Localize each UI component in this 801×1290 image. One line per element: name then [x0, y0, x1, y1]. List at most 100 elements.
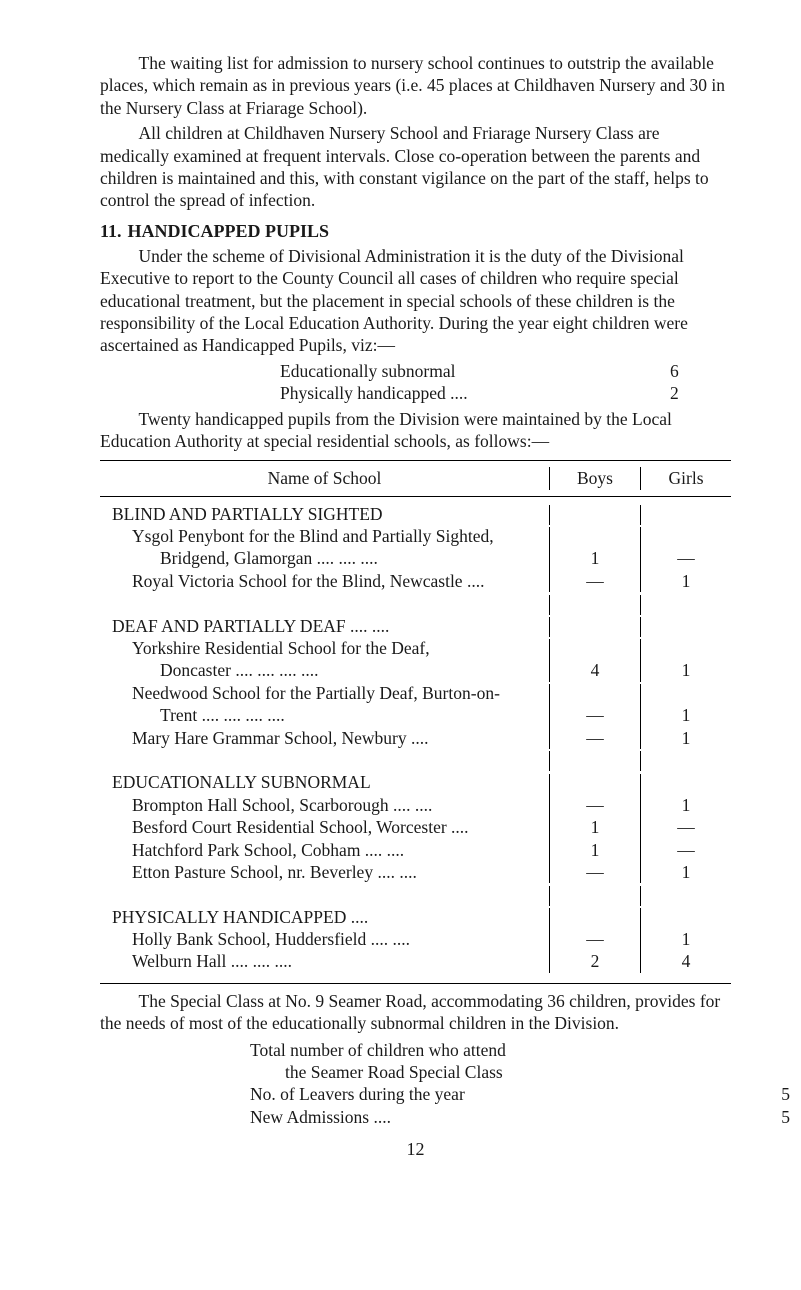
group-gap	[100, 749, 731, 771]
table-row: Ysgol Penybont for the Blind and Partial…	[100, 525, 731, 547]
viz-row: Educationally subnormal 6	[100, 360, 731, 382]
table-row: Hatchford Park School, Cobham .... ....1…	[100, 839, 731, 861]
cell-girls: 1	[640, 659, 731, 681]
cell-girls	[640, 617, 731, 637]
gap-cell	[100, 592, 549, 614]
stat-row: No. of Leavers during the year 5	[100, 1083, 731, 1105]
table-row: Trent .... .... .... ....—1	[100, 704, 731, 726]
viz-list: Educationally subnormal 6 Physically han…	[100, 360, 731, 405]
viz-label: Educationally subnormal	[100, 360, 670, 382]
school-name: Needwood School for the Partially Deaf, …	[100, 682, 549, 704]
stat-value: 5	[730, 1083, 790, 1105]
table-group-title-row: PHYSICALLY HANDICAPPED ....	[100, 906, 731, 928]
table-row: Welburn Hall .... .... ....24	[100, 950, 731, 972]
cell-girls: 4	[640, 950, 731, 972]
table-group-title: DEAF AND PARTIALLY DEAF .... ....	[100, 615, 549, 637]
paragraph: The Special Class at No. 9 Seamer Road, …	[100, 990, 731, 1035]
school-name: Trent .... .... .... ....	[100, 704, 549, 726]
heading-number: 11.	[100, 221, 122, 241]
cell-girls	[640, 639, 731, 659]
table-group-title-row: EDUCATIONALLY SUBNORMAL	[100, 771, 731, 793]
cell-boys: 1	[549, 816, 640, 838]
cell-girls	[640, 595, 731, 615]
heading-title: HANDICAPPED PUPILS	[128, 221, 330, 241]
group-gap	[100, 592, 731, 614]
table-group-title: PHYSICALLY HANDICAPPED ....	[100, 906, 549, 928]
table-row: Doncaster .... .... .... ....41	[100, 659, 731, 681]
cell-boys	[549, 527, 640, 547]
table-row: Yorkshire Residential School for the Dea…	[100, 637, 731, 659]
page-number: 12	[100, 1138, 731, 1161]
table-row: Besford Court Residential School, Worces…	[100, 816, 731, 838]
table-body: BLIND AND PARTIALLY SIGHTEDYsgol Penybon…	[100, 497, 731, 983]
school-name: Yorkshire Residential School for the Dea…	[100, 637, 549, 659]
cell-boys: —	[549, 570, 640, 592]
viz-label: Physically handicapped ....	[100, 382, 670, 404]
cell-girls: 1	[640, 794, 731, 816]
table-group-title-row: DEAF AND PARTIALLY DEAF .... ....	[100, 615, 731, 637]
stat-label: the Seamer Road Special Class	[100, 1061, 765, 1083]
paragraph: All children at Childhaven Nursery Schoo…	[100, 122, 731, 212]
stat-value: 5	[730, 1106, 790, 1128]
table-row: Brompton Hall School, Scarborough .... .…	[100, 794, 731, 816]
viz-value: 6	[670, 360, 720, 382]
cell-girls	[640, 774, 731, 794]
group-gap	[100, 883, 731, 905]
table-group-title-row: BLIND AND PARTIALLY SIGHTED	[100, 503, 731, 525]
viz-row: Physically handicapped .... 2	[100, 382, 731, 404]
school-name: Hatchford Park School, Cobham .... ....	[100, 839, 549, 861]
cell-girls: —	[640, 839, 731, 861]
cell-boys	[549, 684, 640, 704]
paragraph: The waiting list for admission to nurser…	[100, 52, 731, 119]
school-name: Brompton Hall School, Scarborough .... .…	[100, 794, 549, 816]
cell-girls: 1	[640, 727, 731, 749]
cell-boys: —	[549, 928, 640, 950]
school-name: Mary Hare Grammar School, Newbury ....	[100, 727, 549, 749]
cell-boys: —	[549, 861, 640, 883]
stat-label: New Admissions ....	[100, 1106, 730, 1128]
cell-girls	[640, 684, 731, 704]
school-name: Etton Pasture School, nr. Beverley .... …	[100, 861, 549, 883]
cell-boys: 1	[549, 839, 640, 861]
cell-boys	[549, 505, 640, 525]
school-name: Bridgend, Glamorgan .... .... ....	[100, 547, 549, 569]
cell-boys: 4	[549, 659, 640, 681]
col-header-boys: Boys	[549, 467, 640, 489]
col-header-name: Name of School	[100, 467, 549, 489]
schools-table: Name of School Boys Girls BLIND AND PART…	[100, 460, 731, 984]
table-row: Needwood School for the Partially Deaf, …	[100, 682, 731, 704]
viz-value: 2	[670, 382, 720, 404]
cell-girls: —	[640, 816, 731, 838]
cell-girls: 1	[640, 928, 731, 950]
cell-girls: 1	[640, 704, 731, 726]
stat-value: 36	[765, 1061, 801, 1083]
school-name: Besford Court Residential School, Worces…	[100, 816, 549, 838]
cell-boys: —	[549, 794, 640, 816]
stat-label: No. of Leavers during the year	[100, 1083, 730, 1105]
stat-row: New Admissions .... 5	[100, 1106, 731, 1128]
school-name: Welburn Hall .... .... ....	[100, 950, 549, 972]
cell-boys	[549, 595, 640, 615]
cell-girls	[640, 527, 731, 547]
table-row: Holly Bank School, Huddersfield .... ...…	[100, 928, 731, 950]
paragraph: Twenty handicapped pupils from the Divis…	[100, 408, 731, 453]
gap-cell	[100, 749, 549, 771]
cell-boys	[549, 617, 640, 637]
cell-boys	[549, 639, 640, 659]
school-name: Holly Bank School, Huddersfield .... ...…	[100, 928, 549, 950]
section-heading: 11. HANDICAPPED PUPILS	[100, 220, 731, 243]
gap-cell	[100, 883, 549, 905]
cell-boys: —	[549, 727, 640, 749]
cell-girls	[640, 908, 731, 928]
table-group-title: BLIND AND PARTIALLY SIGHTED	[100, 503, 549, 525]
paragraph: Under the scheme of Divisional Administr…	[100, 245, 731, 357]
table-row: Bridgend, Glamorgan .... .... ....1—	[100, 547, 731, 569]
cell-girls: 1	[640, 570, 731, 592]
table-row: Royal Victoria School for the Blind, New…	[100, 570, 731, 592]
cell-girls	[640, 505, 731, 525]
table-header: Name of School Boys Girls	[100, 461, 731, 496]
stat-row: the Seamer Road Special Class 36	[100, 1061, 731, 1083]
cell-boys	[549, 751, 640, 771]
cell-girls	[640, 751, 731, 771]
cell-girls: —	[640, 547, 731, 569]
